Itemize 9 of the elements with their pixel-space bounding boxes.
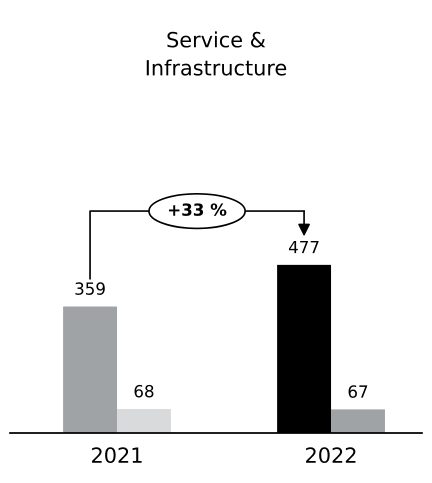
x-tick-label: 2022: [306, 447, 356, 464]
data-label: 67: [348, 385, 368, 398]
chart-title: Service & Infrastructure: [146, 31, 286, 76]
x-tick-label: 2021: [92, 447, 142, 464]
data-label: 68: [134, 384, 154, 398]
text: +33 %: [168, 203, 226, 216]
bar: [117, 409, 171, 433]
data-label: 477: [288, 240, 319, 254]
data-label: 359: [75, 282, 105, 295]
